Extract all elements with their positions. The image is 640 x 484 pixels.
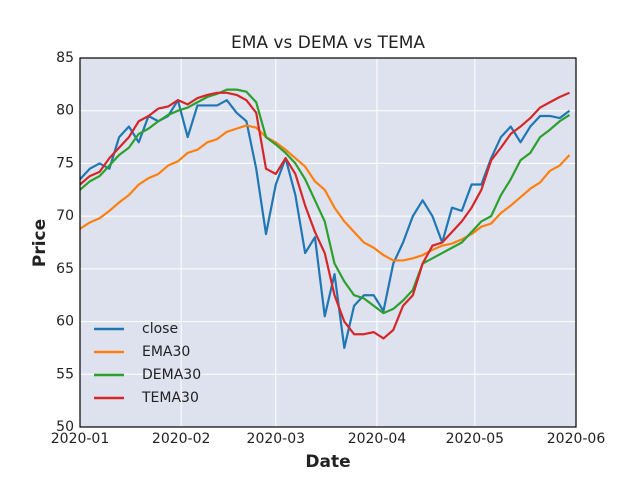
x-tick-label: 2020-02	[152, 431, 211, 447]
y-tick-label: 50	[56, 419, 74, 435]
legend-label: close	[142, 321, 178, 337]
series-line	[79, 91, 570, 340]
chart-title: EMA vs DEMA vs TEMA	[231, 33, 425, 53]
y-tick-label: 65	[56, 261, 74, 277]
y-tick-label: 75	[56, 155, 74, 171]
x-tick-label: 2020-05	[446, 431, 505, 447]
series-line	[79, 124, 571, 262]
legend-label: TEMA30	[141, 390, 199, 406]
x-tick-label: 2020-06	[547, 431, 606, 447]
y-tick-label: 80	[56, 103, 74, 119]
series-line	[79, 88, 571, 315]
y-axis-label: Price	[30, 219, 50, 267]
legend-label: EMA30	[142, 344, 190, 360]
x-tick-label: 2020-04	[348, 431, 407, 447]
y-tick-label: 85	[56, 50, 74, 66]
plot-border	[79, 57, 577, 428]
x-tick-label: 2020-01	[51, 431, 110, 447]
x-tick-label: 2020-03	[247, 431, 306, 447]
y-tick-label: 70	[56, 208, 74, 224]
y-tick-label: 55	[56, 366, 74, 382]
x-axis-label: Date	[305, 452, 350, 472]
y-tick-label: 60	[56, 314, 74, 330]
legend-label: DEMA30	[142, 367, 201, 383]
